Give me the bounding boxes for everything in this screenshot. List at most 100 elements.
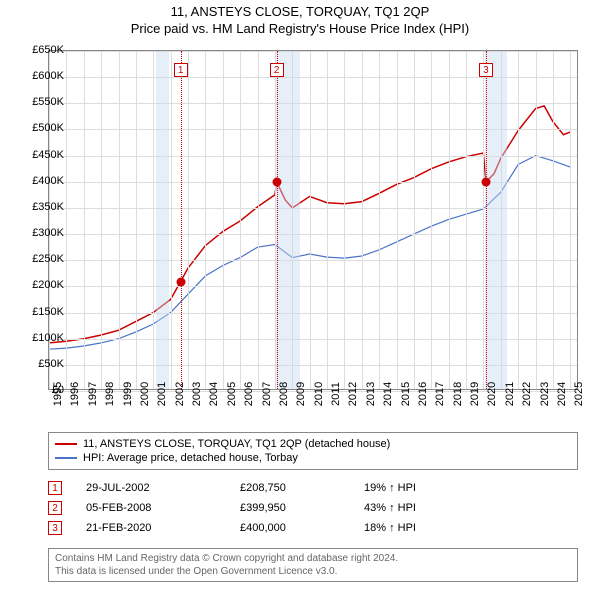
gridline-v bbox=[431, 51, 432, 389]
sale-flag: 1 bbox=[174, 63, 188, 77]
gridline-v bbox=[136, 51, 137, 389]
xtick-label: 2008 bbox=[278, 382, 290, 406]
xtick-label: 2004 bbox=[208, 382, 220, 406]
footer-line: Contains HM Land Registry data © Crown c… bbox=[55, 552, 571, 565]
gridline-v bbox=[518, 51, 519, 389]
sale-flag: 3 bbox=[479, 63, 493, 77]
gridline-v bbox=[171, 51, 172, 389]
event-date: 21-FEB-2020 bbox=[86, 522, 216, 534]
xtick-label: 2011 bbox=[330, 382, 342, 406]
xtick-label: 1998 bbox=[104, 382, 116, 406]
legend-label: HPI: Average price, detached house, Torb… bbox=[83, 452, 298, 464]
event-flag: 3 bbox=[48, 521, 62, 535]
gridline-v bbox=[466, 51, 467, 389]
gridline-v bbox=[344, 51, 345, 389]
xtick-label: 2025 bbox=[573, 382, 585, 406]
legend-item-hpi: HPI: Average price, detached house, Torb… bbox=[55, 451, 571, 465]
events-table: 1 29-JUL-2002 £208,750 19% ↑ HPI 2 05-FE… bbox=[48, 478, 578, 538]
xtick-label: 2023 bbox=[539, 382, 551, 406]
gridline-v bbox=[223, 51, 224, 389]
xtick-label: 2001 bbox=[156, 382, 168, 406]
event-delta: 18% ↑ HPI bbox=[364, 522, 464, 534]
footer-line: This data is licensed under the Open Gov… bbox=[55, 565, 571, 578]
ytick-label: £650K bbox=[20, 44, 64, 56]
xtick-label: 2002 bbox=[174, 382, 186, 406]
sale-marker bbox=[272, 177, 281, 186]
xtick-label: 2015 bbox=[400, 382, 412, 406]
event-delta: 43% ↑ HPI bbox=[364, 502, 464, 514]
gridline-v bbox=[84, 51, 85, 389]
gridline-v bbox=[310, 51, 311, 389]
event-row: 1 29-JUL-2002 £208,750 19% ↑ HPI bbox=[48, 478, 578, 498]
xtick-label: 1997 bbox=[87, 382, 99, 406]
xtick-label: 2020 bbox=[486, 382, 498, 406]
legend-box: 11, ANSTEYS CLOSE, TORQUAY, TQ1 2QP (det… bbox=[48, 432, 578, 470]
recession-band bbox=[275, 51, 300, 389]
xtick-label: 2016 bbox=[417, 382, 429, 406]
ytick-label: £500K bbox=[20, 122, 64, 134]
event-date: 05-FEB-2008 bbox=[86, 502, 216, 514]
recession-band bbox=[156, 51, 169, 389]
sale-marker bbox=[176, 277, 185, 286]
sale-marker bbox=[481, 177, 490, 186]
title-block: 11, ANSTEYS CLOSE, TORQUAY, TQ1 2QP Pric… bbox=[0, 0, 600, 36]
event-price: £399,950 bbox=[240, 502, 340, 514]
legend-label: 11, ANSTEYS CLOSE, TORQUAY, TQ1 2QP (det… bbox=[83, 438, 390, 450]
plot-box: 1 2 3 bbox=[48, 50, 578, 390]
xtick-label: 1999 bbox=[122, 382, 134, 406]
gridline-v bbox=[536, 51, 537, 389]
legend-swatch bbox=[55, 443, 77, 445]
ytick-label: £600K bbox=[20, 70, 64, 82]
title-subtitle: Price paid vs. HM Land Registry's House … bbox=[0, 21, 600, 36]
ytick-label: £450K bbox=[20, 149, 64, 161]
gridline-v bbox=[258, 51, 259, 389]
xtick-label: 1995 bbox=[52, 382, 64, 406]
footer-box: Contains HM Land Registry data © Crown c… bbox=[48, 548, 578, 582]
gridline-v bbox=[240, 51, 241, 389]
xtick-label: 2024 bbox=[556, 382, 568, 406]
xtick-label: 2007 bbox=[261, 382, 273, 406]
xtick-label: 2014 bbox=[382, 382, 394, 406]
xtick-label: 2022 bbox=[521, 382, 533, 406]
xtick-label: 2018 bbox=[452, 382, 464, 406]
gridline-v bbox=[188, 51, 189, 389]
xtick-label: 2000 bbox=[139, 382, 151, 406]
sale-flag: 2 bbox=[270, 63, 284, 77]
xtick-label: 2006 bbox=[243, 382, 255, 406]
event-price: £208,750 bbox=[240, 482, 340, 494]
ytick-label: £200K bbox=[20, 279, 64, 291]
title-address: 11, ANSTEYS CLOSE, TORQUAY, TQ1 2QP bbox=[0, 4, 600, 19]
gridline-v bbox=[553, 51, 554, 389]
ytick-label: £50K bbox=[20, 358, 64, 370]
event-row: 2 05-FEB-2008 £399,950 43% ↑ HPI bbox=[48, 498, 578, 518]
xtick-label: 2017 bbox=[434, 382, 446, 406]
ytick-label: £350K bbox=[20, 201, 64, 213]
legend-item-property: 11, ANSTEYS CLOSE, TORQUAY, TQ1 2QP (det… bbox=[55, 437, 571, 451]
sale-vline bbox=[181, 51, 182, 389]
event-price: £400,000 bbox=[240, 522, 340, 534]
xtick-label: 1996 bbox=[69, 382, 81, 406]
chart-area: 1 2 3 bbox=[48, 50, 578, 390]
gridline-v bbox=[119, 51, 120, 389]
xtick-label: 2003 bbox=[191, 382, 203, 406]
gridline-v bbox=[379, 51, 380, 389]
event-flag: 1 bbox=[48, 481, 62, 495]
xtick-label: 2013 bbox=[365, 382, 377, 406]
ytick-label: £150K bbox=[20, 306, 64, 318]
event-date: 29-JUL-2002 bbox=[86, 482, 216, 494]
ytick-label: £250K bbox=[20, 253, 64, 265]
figure-root: 11, ANSTEYS CLOSE, TORQUAY, TQ1 2QP Pric… bbox=[0, 0, 600, 590]
gridline-v bbox=[327, 51, 328, 389]
xtick-label: 2009 bbox=[295, 382, 307, 406]
xtick-label: 2010 bbox=[313, 382, 325, 406]
gridline-v bbox=[362, 51, 363, 389]
gridline-v bbox=[153, 51, 154, 389]
ytick-label: £550K bbox=[20, 96, 64, 108]
xtick-label: 2012 bbox=[347, 382, 359, 406]
xtick-label: 2021 bbox=[504, 382, 516, 406]
recession-band bbox=[485, 51, 507, 389]
ytick-label: £300K bbox=[20, 227, 64, 239]
ytick-label: £400K bbox=[20, 175, 64, 187]
event-flag: 2 bbox=[48, 501, 62, 515]
xtick-label: 2005 bbox=[226, 382, 238, 406]
